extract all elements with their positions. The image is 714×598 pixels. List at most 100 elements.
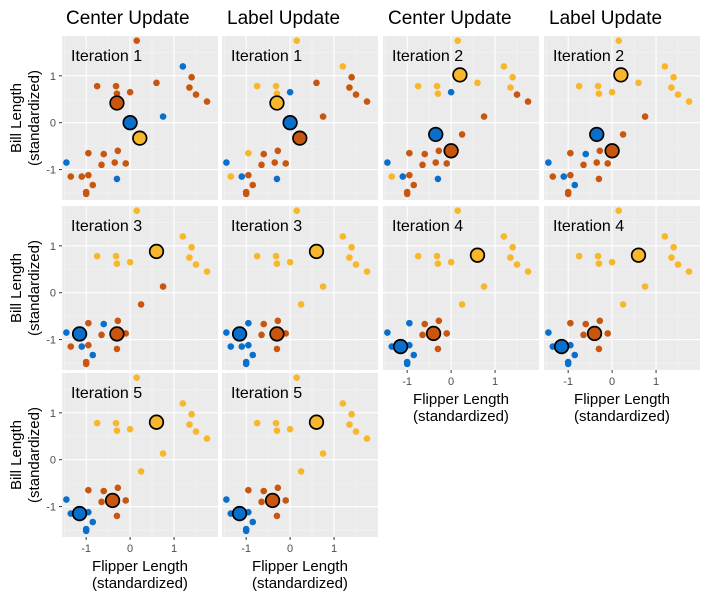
data-point <box>253 419 261 427</box>
x-axis-title: Flipper Length <box>413 391 509 408</box>
y-axis-title: Bill Length <box>8 83 25 153</box>
data-point <box>363 435 371 442</box>
data-point <box>674 261 682 268</box>
data-point <box>434 345 442 353</box>
data-point <box>63 159 70 166</box>
data-point <box>524 98 532 105</box>
data-point <box>348 73 355 81</box>
data-point <box>434 175 442 183</box>
data-point <box>608 258 616 266</box>
y-tick-label: 0 <box>50 288 56 300</box>
panel-label: Iteration 4 <box>553 218 624 235</box>
x-tick-label: 0 <box>127 543 133 555</box>
data-point <box>293 374 301 381</box>
cluster-center-point <box>630 247 647 263</box>
data-point <box>582 150 590 158</box>
data-point <box>661 233 669 240</box>
panel-label: Iteration 3 <box>71 218 142 235</box>
panel-5: Iteration 3 <box>62 206 218 370</box>
y-axis-title: (standardized) <box>26 240 43 336</box>
data-point <box>641 283 649 290</box>
data-point <box>297 301 305 308</box>
data-point <box>604 330 612 337</box>
data-point <box>133 37 141 44</box>
data-point <box>513 91 521 98</box>
data-point <box>186 421 193 428</box>
data-point <box>571 351 579 359</box>
data-point <box>414 252 422 260</box>
data-point <box>524 268 532 275</box>
panel-10: Iteration 5 <box>222 373 378 537</box>
cluster-center-point <box>428 126 444 143</box>
cluster-center-point <box>553 338 570 355</box>
data-point <box>399 173 407 180</box>
data-point <box>619 301 627 308</box>
data-point <box>282 160 290 167</box>
data-point <box>82 527 90 535</box>
data-point <box>282 497 290 504</box>
cluster-center-point <box>109 326 125 342</box>
data-point <box>242 527 250 535</box>
data-point <box>575 82 583 90</box>
data-point <box>339 233 347 240</box>
x-tick-label: 0 <box>609 376 615 388</box>
cluster-center-point <box>586 325 603 342</box>
data-point <box>159 283 167 290</box>
x-axis-title: (standardized) <box>92 575 188 592</box>
panel-points <box>384 207 532 368</box>
panel-points <box>63 374 211 535</box>
data-point <box>67 343 75 350</box>
data-point <box>286 258 294 266</box>
data-point <box>133 207 141 214</box>
panel-points <box>223 37 371 198</box>
cluster-center-point <box>132 130 148 146</box>
data-point <box>67 173 75 180</box>
x-tick-label: 1 <box>492 376 498 388</box>
cluster-center-point <box>604 143 620 159</box>
data-point <box>595 175 603 183</box>
y-tick-label: 1 <box>50 408 56 420</box>
x-tick-label: -1 <box>563 376 573 388</box>
data-point <box>93 82 101 90</box>
data-point <box>63 496 70 503</box>
data-point <box>293 207 301 214</box>
data-point <box>348 243 355 251</box>
data-point <box>179 63 187 70</box>
data-point <box>227 173 235 180</box>
data-point <box>319 113 327 120</box>
data-point <box>188 73 195 81</box>
data-point <box>89 518 97 526</box>
data-point <box>98 331 105 339</box>
data-point <box>258 498 265 506</box>
data-point <box>571 181 579 189</box>
data-point <box>363 98 371 105</box>
data-point <box>153 79 160 87</box>
data-point <box>352 91 360 98</box>
data-point <box>454 207 462 214</box>
data-point <box>567 149 574 157</box>
data-point <box>474 79 481 87</box>
data-point <box>85 149 92 157</box>
data-point <box>203 268 211 275</box>
data-point <box>594 252 602 260</box>
data-point <box>388 173 396 180</box>
column-title-center-update-2: Center Update <box>388 8 512 29</box>
data-point <box>432 159 440 166</box>
data-point <box>608 88 616 96</box>
column-title-label-update-2: Label Update <box>549 8 662 29</box>
data-point <box>192 261 200 268</box>
data-point <box>238 173 246 180</box>
cluster-center-point <box>231 326 248 342</box>
column-titles: Center Update Label Update Center Update… <box>66 8 662 29</box>
data-point <box>188 410 195 418</box>
data-point <box>273 260 281 267</box>
data-point <box>447 258 455 266</box>
data-point <box>582 320 590 328</box>
panel-points <box>223 207 371 368</box>
cluster-center-point <box>443 143 459 159</box>
cluster-center-point <box>71 326 88 342</box>
y-tick-label: -1 <box>46 502 56 514</box>
data-point <box>443 330 451 337</box>
cluster-center-point <box>148 243 165 260</box>
